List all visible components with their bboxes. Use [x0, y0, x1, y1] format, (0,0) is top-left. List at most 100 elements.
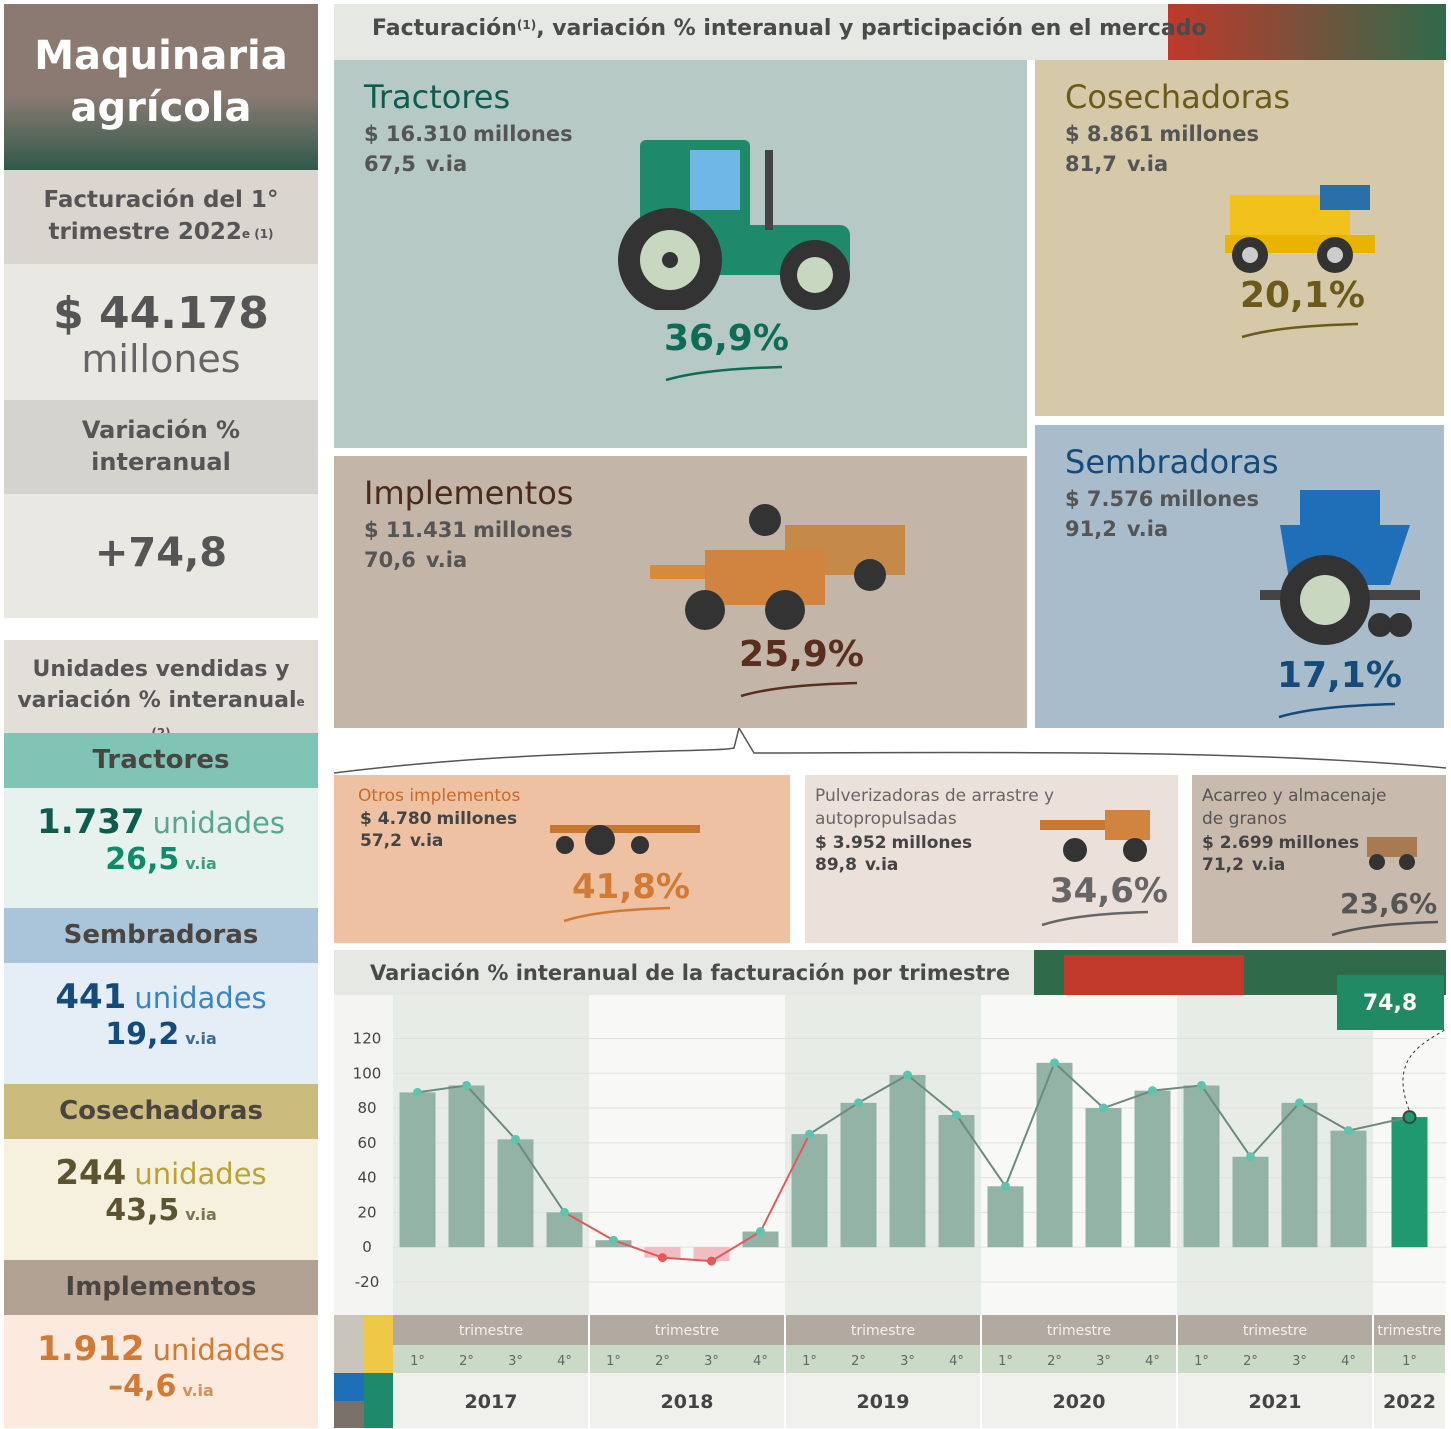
units-title-block: Unidades vendidas y variación % interanu…: [4, 640, 318, 733]
quarter-word: trimestre: [1243, 1323, 1307, 1339]
units-change: 43,5: [105, 1193, 179, 1228]
point: [1001, 1182, 1010, 1191]
units-change-unit: v.ia: [185, 1205, 216, 1224]
bar: [1037, 1063, 1073, 1247]
variation-value: +74,8: [4, 494, 318, 576]
units-count-line: 244unidades: [4, 1139, 318, 1193]
card-change-unit: v.ia: [426, 152, 467, 176]
point: [1197, 1081, 1206, 1090]
axis-legend: [334, 1373, 364, 1401]
variation-block: +74,8: [4, 494, 318, 618]
card-share: 36,9%: [664, 318, 789, 359]
page: Maquinaria agrícola Facturación del 1° tr…: [0, 0, 1451, 1429]
point: [413, 1088, 422, 1097]
units-name: Implementos: [4, 1260, 318, 1302]
x-tick-label: 1°: [606, 1354, 621, 1369]
units-header: Cosechadoras: [4, 1084, 318, 1139]
units-unit: unidades: [134, 981, 266, 1015]
point: [952, 1111, 961, 1120]
implement-amount-line: $ 3.952millones: [815, 833, 972, 853]
units-change-unit: v.ia: [185, 854, 216, 873]
revenue-label: Facturación del 1° trimestre 2022e (1): [4, 170, 318, 248]
bar: [1392, 1117, 1428, 1247]
point: [707, 1257, 716, 1266]
y-tick-label: 0: [362, 1238, 372, 1256]
point: [1246, 1152, 1255, 1161]
quarter-word: trimestre: [459, 1323, 523, 1339]
x-tick-label: 1°: [1194, 1354, 1209, 1369]
point: [854, 1098, 863, 1107]
x-tick-label: 1°: [802, 1354, 817, 1369]
underline: [1330, 919, 1440, 939]
units-name: Tractores: [4, 733, 318, 775]
point: [1404, 1111, 1416, 1123]
bar: [449, 1085, 485, 1247]
card-share: 20,1%: [1240, 275, 1365, 316]
card-share: 17,1%: [1277, 655, 1402, 696]
card-change-line: 67,5 v.ia: [364, 152, 467, 176]
point: [462, 1081, 471, 1090]
page-title: Maquinaria agrícola: [4, 4, 318, 134]
bracket: [334, 728, 1446, 778]
point: [511, 1135, 520, 1144]
card-amount-line: $ 8.861millones: [1065, 122, 1259, 146]
card-change-unit: v.ia: [1127, 517, 1168, 541]
bar: [1184, 1085, 1220, 1247]
revenue-label-block: Facturación del 1° trimestre 2022e (1): [4, 170, 318, 264]
units-body: 1.912unidades–4,6v.ia: [4, 1315, 318, 1428]
units-unit: unidades: [134, 1157, 266, 1191]
units-count-line: 441unidades: [4, 963, 318, 1017]
implement-change: 89,8: [815, 855, 857, 875]
x-tick-label: 2°: [1243, 1354, 1258, 1369]
y-tick-label: -20: [355, 1273, 380, 1291]
card-change-line: 70,6v.ia: [364, 548, 467, 572]
market-title-text: , variación % interanual y participación…: [536, 16, 1206, 41]
x-tick-label: 2°: [459, 1354, 474, 1369]
revenue-amount: $ 44.178: [4, 264, 318, 339]
card-change: 67,5: [364, 152, 416, 176]
x-group-label: 2017: [465, 1391, 518, 1413]
y-tick-label: 40: [357, 1169, 376, 1187]
x-tick-label: 4°: [557, 1354, 572, 1369]
implement-change-unit: v.ia: [865, 855, 898, 875]
implement-change: 57,2: [360, 831, 402, 851]
x-tick-label: 4°: [949, 1354, 964, 1369]
bar: [1135, 1091, 1171, 1248]
card-unit: millones: [473, 122, 573, 146]
point: [609, 1236, 618, 1245]
point: [658, 1253, 667, 1262]
year-band: [589, 995, 785, 1315]
card-name: Tractores: [364, 78, 510, 116]
card-unit: millones: [1159, 487, 1259, 511]
x-group-label: 2020: [1053, 1391, 1106, 1413]
quarter-row: [393, 1345, 1446, 1373]
units-change-line: –4,6v.ia: [4, 1369, 318, 1404]
card-amount: $ 7.576: [1065, 487, 1153, 511]
implement-share: 41,8%: [572, 867, 690, 907]
x-group-label: 2021: [1249, 1391, 1302, 1413]
card-amount: $ 11.431: [364, 518, 467, 542]
x-tick-label: 1°: [1402, 1354, 1417, 1369]
implement-change-unit: v.ia: [1252, 855, 1285, 875]
units-header: Sembradoras: [4, 908, 318, 963]
x-tick-label: 4°: [753, 1354, 768, 1369]
y-tick-label: 60: [357, 1134, 376, 1152]
implement-amount-line: $ 2.699millones: [1202, 833, 1359, 853]
card-name: Cosechadoras: [1065, 78, 1290, 116]
cart-illustration: [1362, 832, 1422, 872]
x-tick-label: 4°: [1341, 1354, 1356, 1369]
underline: [1277, 701, 1397, 721]
underline: [1040, 909, 1150, 929]
units-change: 19,2: [105, 1017, 179, 1052]
units-count-line: 1.912unidades: [4, 1315, 318, 1369]
point: [1344, 1126, 1353, 1135]
axis-legend: [364, 1373, 393, 1428]
x-group-label: 2018: [661, 1391, 714, 1413]
card-share: 25,9%: [739, 634, 864, 675]
x-tick-label: 2°: [1047, 1354, 1062, 1369]
implement-unit: millones: [437, 809, 518, 829]
chart: Variación % interanual de la facturación…: [334, 950, 1446, 1428]
variation-label: Variación % interanual: [4, 400, 318, 478]
title-block: Maquinaria agrícola: [4, 4, 318, 170]
